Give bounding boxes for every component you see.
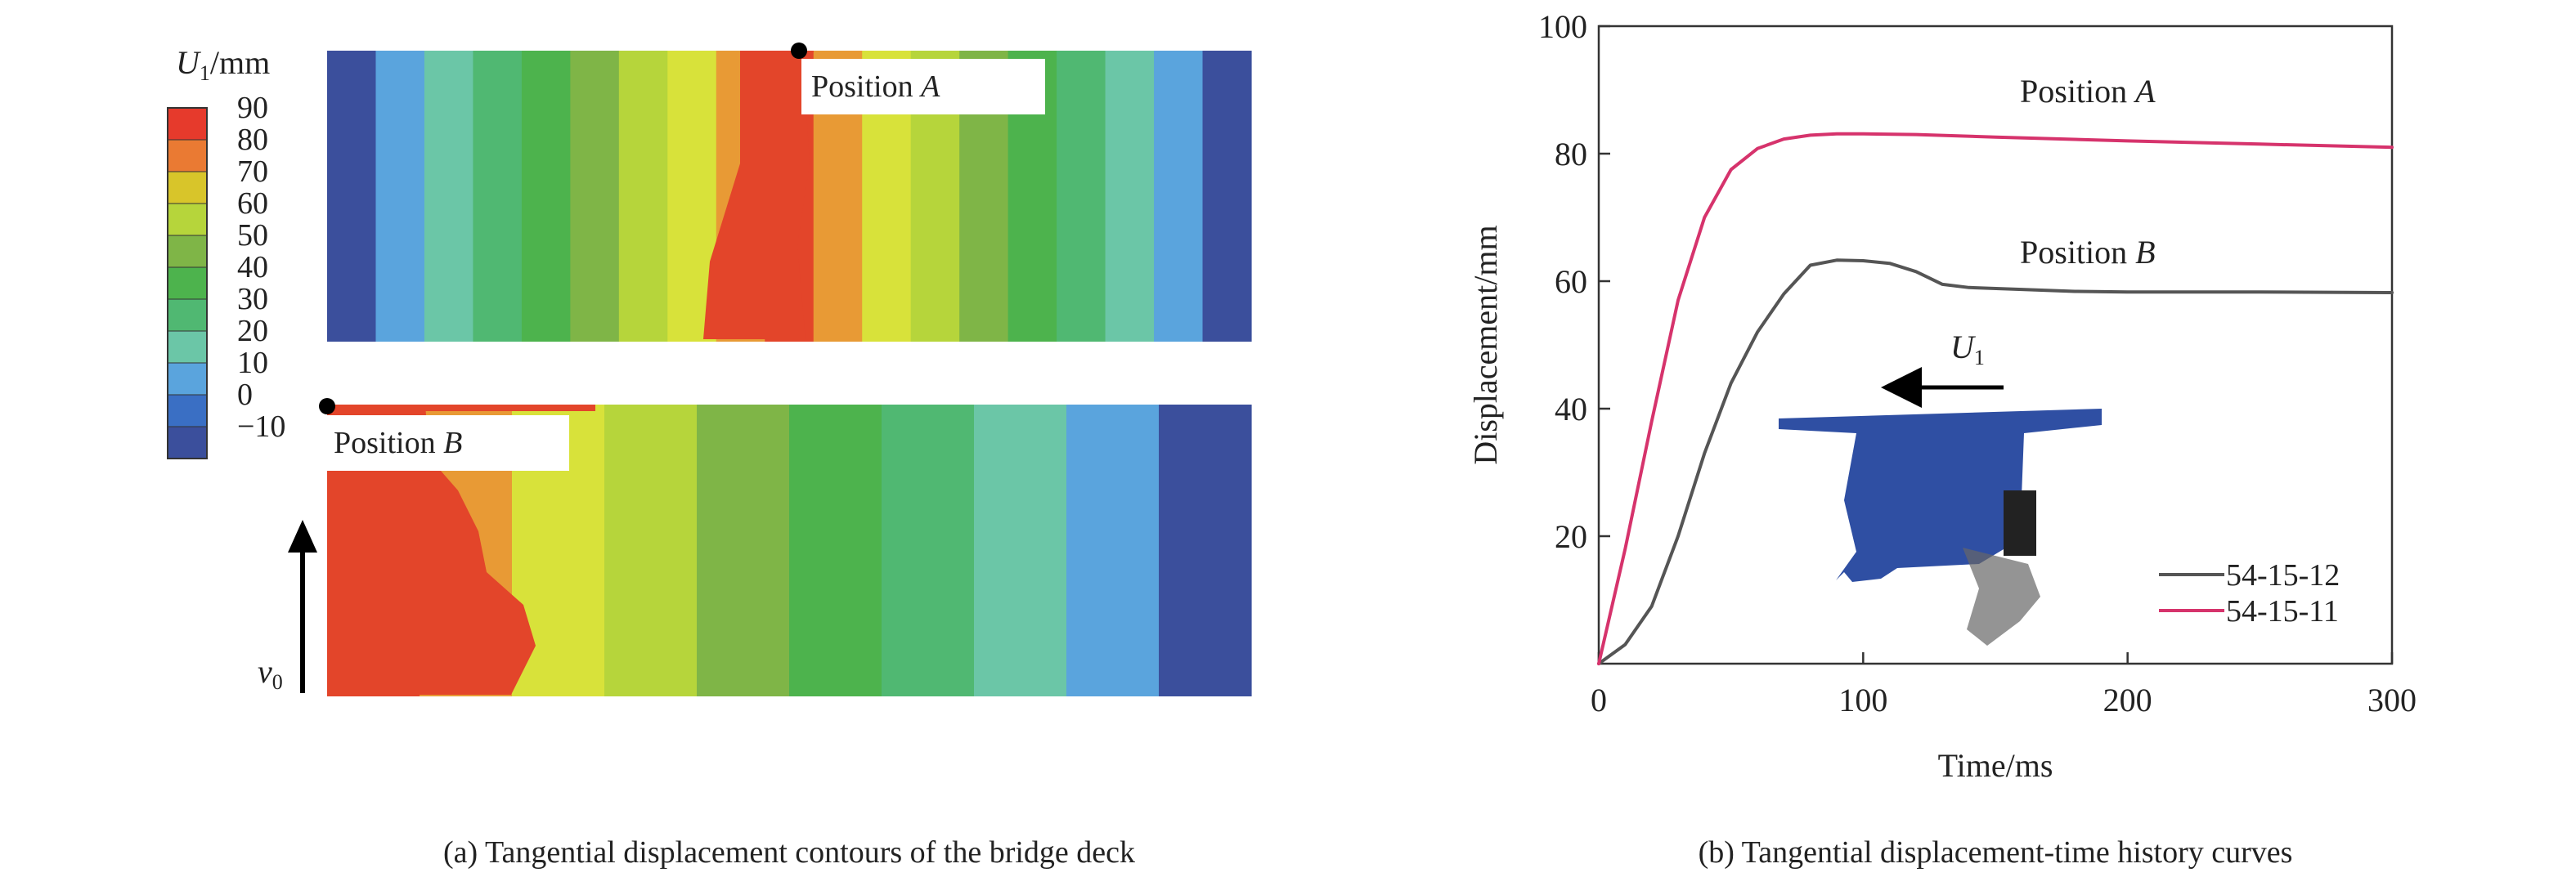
- legend-swatch: [167, 394, 208, 427]
- contour-band: [974, 405, 1067, 696]
- legend-swatch: [167, 171, 208, 204]
- legend-label: 30: [237, 282, 268, 316]
- y-tick-label: 20: [1555, 518, 1587, 555]
- position-b-marker: [319, 398, 335, 414]
- y-tick-label: 40: [1555, 391, 1587, 427]
- legend-label: 70: [237, 154, 268, 189]
- annotation-position-b: Position B: [2020, 234, 2156, 271]
- contour-band: [570, 51, 620, 342]
- legend-label: 0: [237, 378, 253, 412]
- contour-band: [604, 405, 698, 696]
- position-a-label: Position A: [811, 69, 940, 104]
- contour-band: [424, 51, 474, 342]
- legend-label: 40: [237, 250, 268, 284]
- contour-band: [375, 51, 425, 342]
- legend-label: −10: [237, 409, 285, 444]
- contour-band: [521, 51, 571, 342]
- legend-label-54-15-11: 54-15-11: [2226, 594, 2339, 629]
- annotation-position-a: Position A: [2020, 73, 2156, 110]
- series-line-54-15-11: [1597, 132, 2394, 665]
- velocity-arrow-head: [288, 520, 317, 553]
- x-tick-label: 300: [2367, 682, 2417, 718]
- position-a-label-box: [801, 59, 1045, 114]
- inset-deck-shape: [1779, 409, 2102, 582]
- legend-label: 60: [237, 186, 268, 221]
- deck-b-peak-region: [327, 405, 536, 695]
- contour-band: [1159, 405, 1252, 696]
- legend-label-54-15-12: 54-15-12: [2226, 558, 2340, 593]
- legend-label: 50: [237, 218, 268, 253]
- legend-swatch: [167, 203, 208, 236]
- inset-pier-damage: [2004, 490, 2036, 556]
- legend-label: 80: [237, 123, 268, 157]
- contour-band: [1105, 51, 1155, 342]
- y-axis-label: Displacement/mm: [1467, 225, 1504, 464]
- contour-band: [473, 51, 523, 342]
- legend-swatch: [167, 139, 208, 172]
- caption-b: (b) Tangential displacement-time history…: [1699, 835, 2293, 870]
- contour-band: [882, 405, 975, 696]
- legend-label: 20: [237, 314, 268, 348]
- legend-swatches: [167, 107, 208, 459]
- inset-u1-label: U1: [1950, 329, 1985, 369]
- contour-band: [327, 51, 377, 342]
- contour-band: [1066, 405, 1160, 696]
- velocity-label: v0: [258, 653, 283, 694]
- legend-swatch: [167, 266, 208, 300]
- deck-b-contour: Position B: [319, 398, 1252, 696]
- y-tick-label: 80: [1555, 136, 1587, 172]
- inset-bridge-section: U1: [1779, 329, 2102, 646]
- contour-band: [789, 405, 882, 696]
- deck-a-contour: Position A: [327, 43, 1252, 342]
- contour-band: [1057, 51, 1106, 342]
- deck-b-top-edge: [327, 405, 595, 411]
- legend-swatch: [167, 298, 208, 332]
- position-a-marker: [791, 43, 807, 59]
- velocity-arrow: v0: [258, 520, 317, 694]
- position-b-label: Position B: [334, 426, 462, 460]
- contour-band: [1154, 51, 1204, 342]
- x-axis-ticks: 0 100 200 300: [1591, 652, 2417, 718]
- legend-swatch: [167, 362, 208, 396]
- legend-title: U1/mm: [176, 44, 270, 85]
- inset-debris: [1963, 548, 2040, 646]
- y-tick-label: 60: [1555, 263, 1587, 300]
- x-axis-label: Time/ms: [1938, 747, 2053, 784]
- deck-a-peak-region: [703, 51, 814, 339]
- series-layer: [1597, 132, 2394, 665]
- contour-band: [618, 51, 668, 342]
- y-tick-label: 100: [1538, 8, 1587, 45]
- caption-a: (a) Tangential displacement contours of …: [443, 835, 1135, 870]
- legend-swatch: [167, 107, 208, 141]
- plot-frame: [1597, 25, 2394, 665]
- y-axis-ticks: 20 40 60 80 100: [1538, 8, 1610, 555]
- legend-label: 10: [237, 346, 268, 380]
- x-tick-label: 0: [1591, 682, 1607, 718]
- legend-swatch: [167, 330, 208, 364]
- legend-swatch: [167, 235, 208, 268]
- position-b-label-box: [325, 415, 569, 471]
- x-tick-label: 200: [2103, 682, 2152, 718]
- panel-b: 0 100 200 300 20 40 60 80 100 Time/ms Displacem…: [1467, 8, 2417, 870]
- contour-band: [1202, 51, 1252, 342]
- legend-border: [167, 107, 208, 459]
- x-tick-label: 100: [1838, 682, 1887, 718]
- series-line-54-15-12: [1597, 258, 2394, 665]
- legend-swatch: [167, 426, 208, 459]
- contour-band: [697, 405, 790, 696]
- legend-label: 90: [237, 91, 268, 125]
